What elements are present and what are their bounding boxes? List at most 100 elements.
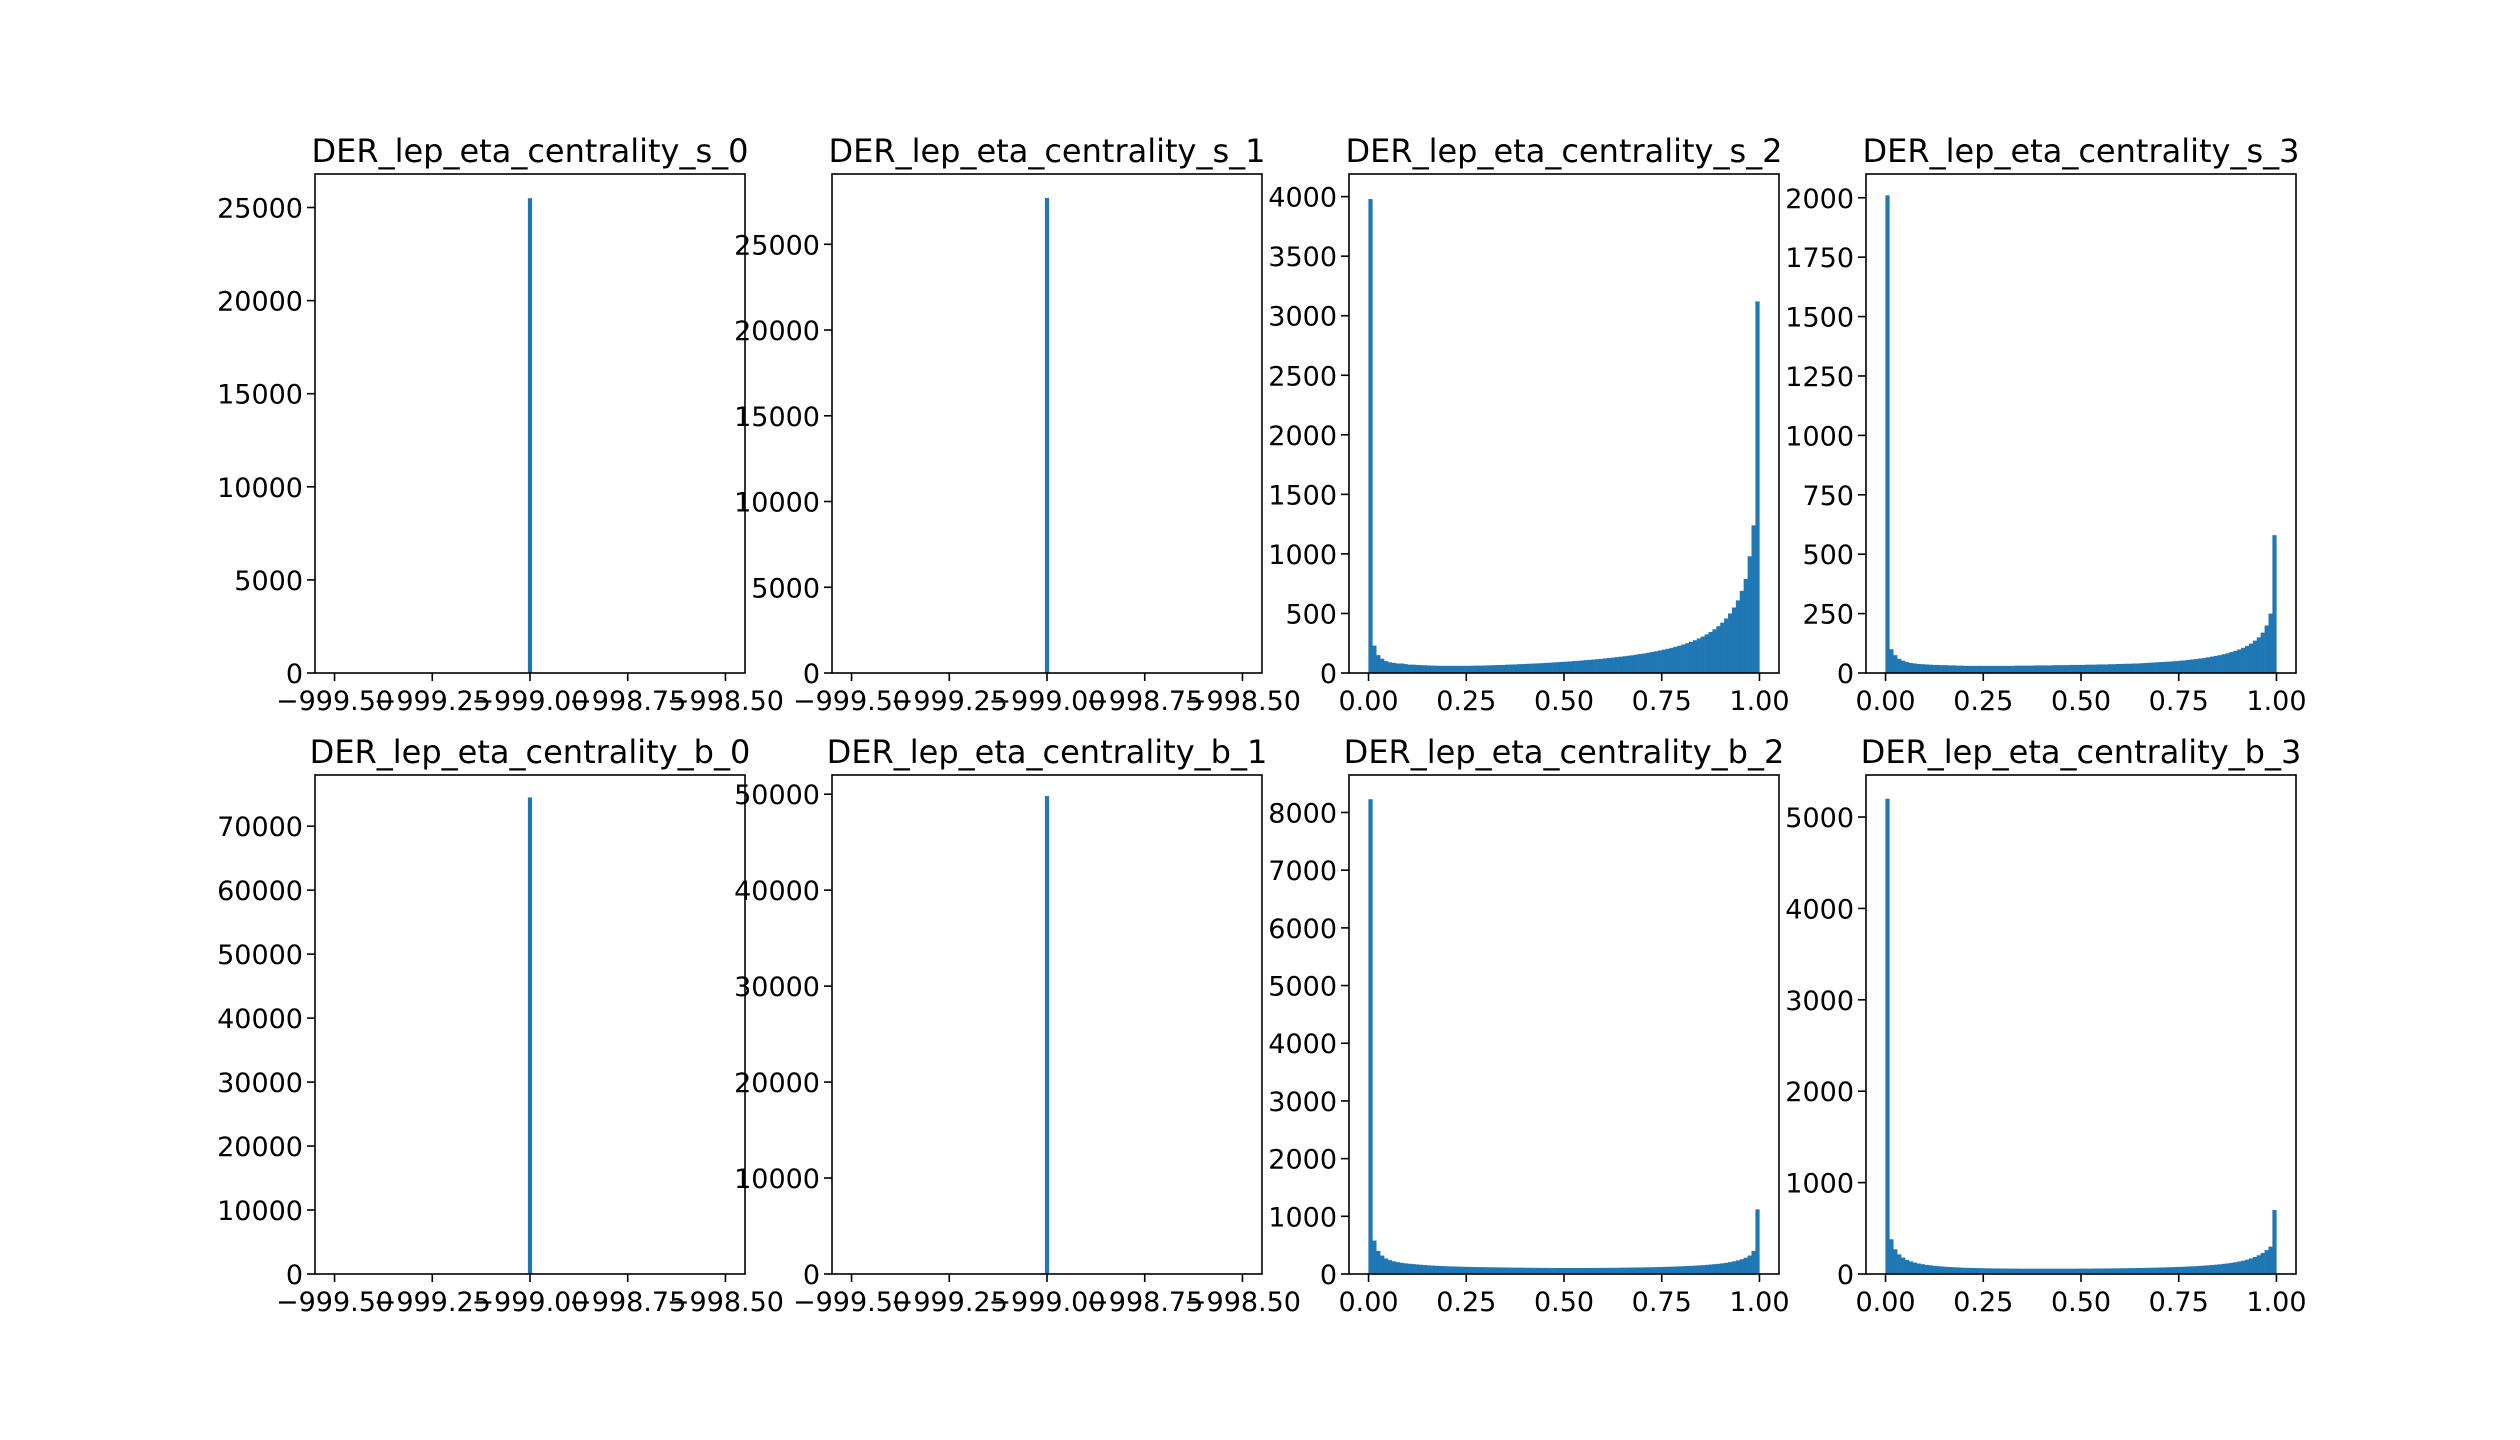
histogram-bar	[2026, 1268, 2031, 1274]
histogram-bar	[2260, 1252, 2265, 1274]
histogram-bar	[1673, 1266, 1678, 1274]
histogram-bar	[1395, 663, 1400, 673]
y-tick-label: 1000	[1785, 421, 1854, 452]
histogram-bar	[2162, 1267, 2168, 1274]
histogram-bar	[2147, 662, 2152, 673]
y-tick-label: 1750	[1785, 243, 1854, 274]
histogram-bar	[1415, 1264, 1420, 1274]
histogram-bar	[1912, 1262, 1917, 1274]
histogram-bar	[2248, 1258, 2254, 1274]
histogram-bar	[2065, 1268, 2070, 1274]
x-tick-label: −999.50	[276, 686, 393, 717]
y-tick-label: 0	[286, 1260, 303, 1291]
histogram-bar	[1951, 665, 1957, 673]
histogram-bar	[1987, 665, 1992, 673]
histogram-bar	[1493, 1267, 1498, 1274]
x-tick-label: 1.00	[2246, 1287, 2306, 1318]
histogram-bar	[1893, 1249, 1898, 1274]
histogram-bar	[1649, 1267, 1655, 1274]
panel-title: DER_lep_eta_centrality_s_2	[1346, 132, 1783, 170]
histogram-bar	[1489, 665, 1494, 673]
histogram-bar	[2151, 662, 2156, 673]
y-tick-label: 10000	[217, 473, 303, 504]
histogram-bar	[2057, 1268, 2062, 1274]
histogram-bar	[2100, 664, 2105, 673]
histogram-bar	[1971, 1267, 1976, 1274]
y-tick-label: 5000	[234, 566, 303, 597]
histogram-bar	[2272, 535, 2277, 673]
histogram-bar	[1681, 644, 1686, 673]
x-tick-label: −998.50	[667, 686, 784, 717]
histogram-bar	[2202, 658, 2207, 673]
histogram-bar	[1470, 1266, 1475, 1274]
histogram-bar	[1920, 664, 1925, 673]
histogram-bar	[2084, 664, 2089, 673]
histogram-bar	[1994, 665, 2000, 673]
histogram-bar	[1983, 665, 1988, 673]
x-tick-label: 1.00	[1729, 1287, 1789, 1318]
y-tick-label: 1000	[1785, 1169, 1854, 1200]
y-tick-label: 3000	[1268, 302, 1337, 333]
histogram-bar	[1712, 1264, 1717, 1274]
x-tick-label: −999.50	[276, 1287, 393, 1318]
histogram-bar	[2151, 1267, 2156, 1274]
histogram-bar	[2225, 653, 2230, 673]
histogram-bar	[1368, 799, 1373, 1274]
histogram-panel-s-1: DER_lep_eta_centrality_s_1 −999.50−999.2…	[734, 132, 1301, 717]
histogram-bar	[2225, 1263, 2230, 1274]
histogram-bar	[2198, 1265, 2203, 1274]
x-tick-label: 0.50	[2051, 686, 2111, 717]
histogram-bar	[2252, 1257, 2258, 1274]
histogram-bar	[1493, 665, 1498, 673]
histogram-bar	[2100, 1268, 2105, 1274]
histogram-bar	[2217, 655, 2222, 673]
histogram-bar	[1610, 657, 1615, 673]
x-tick-label: −999.50	[793, 686, 910, 717]
histogram-bar	[1489, 1267, 1494, 1274]
x-tick-label: −999.25	[374, 686, 491, 717]
histogram-bar	[2162, 661, 2168, 673]
histogram-bar	[1885, 798, 1890, 1274]
histogram-bar	[2112, 664, 2117, 673]
histogram-bar	[1591, 659, 1596, 673]
histogram-bar	[1994, 1268, 2000, 1274]
histogram-bar	[1430, 665, 1436, 673]
histogram-bar	[2108, 664, 2113, 673]
y-axis-ticks: 0 1000 2000 3000 4000 5000	[1785, 803, 1866, 1291]
histogram-bar	[1955, 1267, 1960, 1274]
histogram-bar	[2237, 649, 2242, 673]
y-tick-label: 1250	[1785, 362, 1854, 393]
histogram-bars	[1885, 195, 2277, 673]
histogram-bar	[2205, 657, 2211, 673]
histogram-bar	[2006, 1268, 2011, 1274]
histogram-bar	[1947, 665, 1953, 673]
histogram-bar	[2002, 1268, 2007, 1274]
y-tick-label: 5000	[1785, 803, 1854, 834]
histogram-bar	[2256, 637, 2261, 673]
histogram-bar	[1513, 1267, 1518, 1274]
histogram-bar	[1897, 1254, 1902, 1274]
histogram-bar	[1477, 665, 1483, 673]
histogram-bar	[1673, 646, 1678, 673]
histogram-bar	[1559, 1268, 1565, 1274]
histogram-bar	[1466, 665, 1471, 673]
histogram-bar	[2092, 664, 2097, 673]
histogram-bar	[2213, 655, 2218, 673]
histogram-bar	[1924, 1264, 1929, 1274]
y-tick-label: 1000	[1268, 540, 1337, 571]
histogram-bar	[1751, 1250, 1756, 1274]
y-axis-ticks: 0 500 1000 1500 2000 2500 3000 3500 4000	[1268, 183, 1349, 690]
histogram-bar	[1728, 1262, 1733, 1274]
histogram-bar	[1407, 664, 1412, 673]
histogram-bar	[1528, 1267, 1533, 1274]
x-tick-label: 0.25	[1953, 686, 2013, 717]
histogram-bar	[2182, 660, 2187, 673]
y-tick-label: 50000	[217, 940, 303, 971]
histogram-bar	[2010, 1268, 2015, 1274]
histogram-bar	[1595, 1267, 1600, 1274]
histogram-bar	[1665, 648, 1670, 673]
y-tick-label: 10000	[734, 1164, 820, 1195]
histogram-bar	[2182, 1266, 2187, 1274]
histogram-bars	[1368, 199, 1760, 673]
x-tick-label: 0.50	[1534, 686, 1594, 717]
